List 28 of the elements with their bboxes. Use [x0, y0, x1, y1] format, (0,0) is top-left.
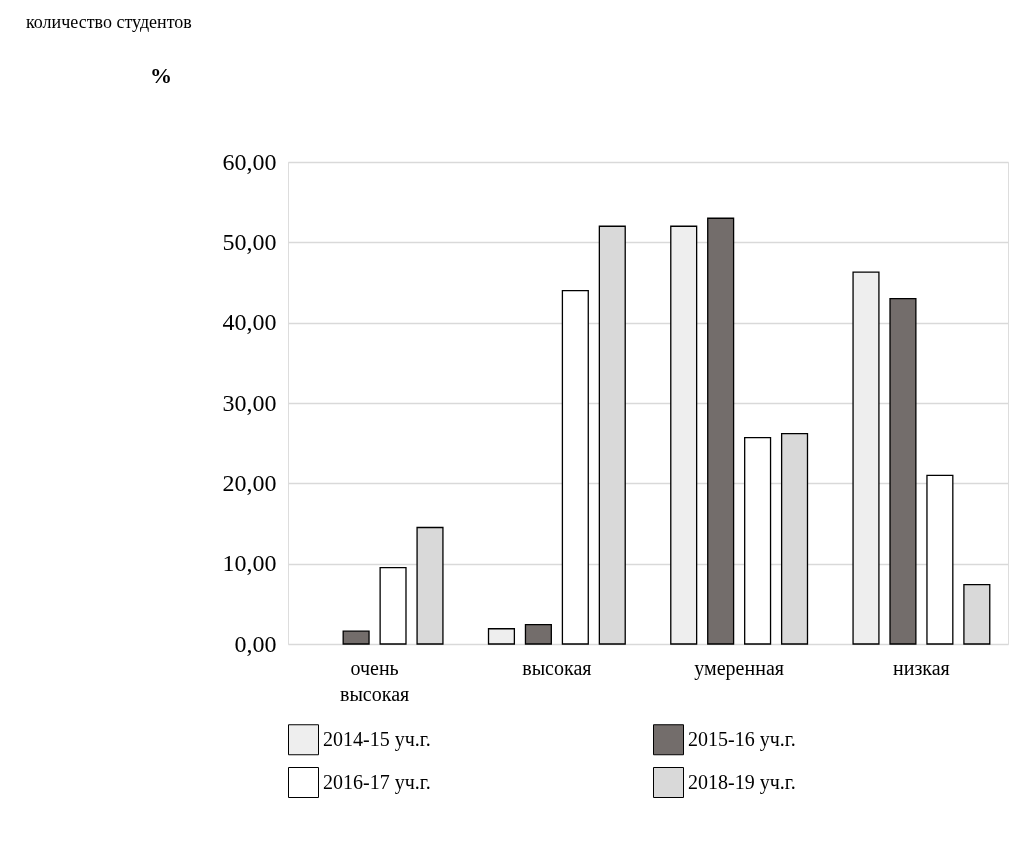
x-tick-label: очень высокая — [339, 656, 410, 705]
bar — [342, 630, 370, 645]
text: % — [150, 63, 172, 88]
y-tick-label: 50,00 — [222, 228, 277, 255]
y-tick-label: 40,00 — [222, 309, 277, 336]
x-tick-label: умеренная — [694, 656, 784, 680]
y-tick-label: 60,00 — [222, 148, 277, 175]
bar — [379, 567, 407, 645]
bar — [852, 271, 880, 645]
y-tick-label: 0,00 — [234, 630, 277, 657]
bar — [487, 628, 516, 645]
bar — [524, 624, 552, 645]
y-tick-label: 30,00 — [222, 389, 277, 416]
bar — [707, 217, 735, 645]
y-tick-label: 20,00 — [222, 469, 277, 496]
bar — [670, 225, 698, 645]
x-tick-label: низкая — [893, 656, 950, 679]
bar — [889, 297, 917, 645]
bar — [744, 436, 772, 645]
legend-label: 2015-16 уч.г. — [688, 727, 796, 751]
text: количество студентов — [26, 12, 192, 32]
bar — [561, 289, 589, 645]
legend-label: 2018-19 уч.г. — [688, 770, 796, 794]
legend-label: 2014-15 уч.г. — [323, 727, 431, 751]
x-tick-label: высокая — [522, 656, 592, 679]
bar — [926, 474, 954, 645]
legend-label: 2016-17 уч.г. — [323, 770, 431, 794]
y-tick-label: 10,00 — [222, 550, 277, 577]
